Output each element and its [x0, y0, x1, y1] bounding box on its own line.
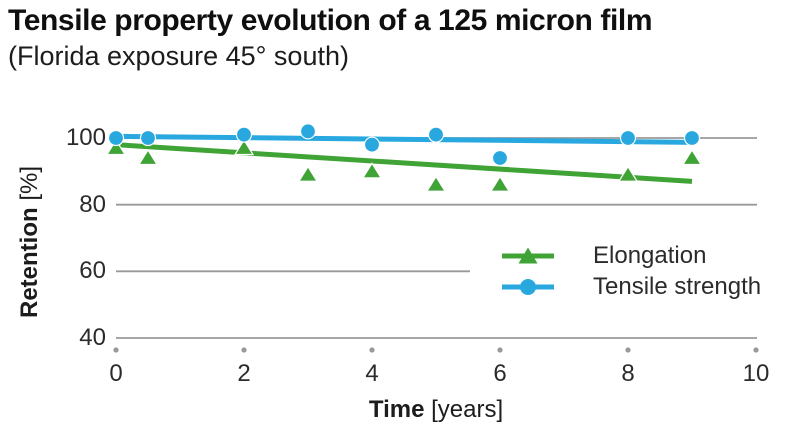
- y-tick-80: 80: [79, 191, 106, 218]
- tensile-strength-marker: [139, 129, 157, 147]
- tensile-strength-marker: [427, 126, 445, 143]
- chart-title: Tensile property evolution of a 125 micr…: [8, 4, 653, 37]
- tensile-strength-marker: [491, 149, 509, 167]
- x-axis-title-unit: [years]: [431, 396, 504, 423]
- x-tick-0: 0: [109, 360, 123, 387]
- elongation-legend-marker: [502, 247, 554, 264]
- x-tick-dot-0: [113, 347, 119, 353]
- tensile-strength-marker: [363, 136, 381, 153]
- y-tick-100: 100: [65, 124, 106, 151]
- x-tick-6: 6: [493, 360, 507, 387]
- y-axis-title-unit: [%]: [16, 165, 43, 201]
- y-axis-title-main: Retention: [16, 207, 43, 319]
- x-axis-title-main: Time: [368, 396, 425, 423]
- legend-item-tensile-strength: Tensile strength: [502, 272, 761, 302]
- y-axis-title: Retention [%]: [15, 122, 45, 362]
- legend: Elongation Tensile strength: [502, 241, 761, 302]
- elongation-marker: [425, 175, 447, 192]
- x-axis-title: Time [years]: [336, 396, 536, 424]
- elongation-marker: [233, 138, 255, 156]
- elongation-marker: [489, 175, 511, 192]
- tensile-strength-trend-line: [115, 133, 693, 145]
- tensile-strength-marker: [235, 126, 253, 143]
- legend-label-tensile-strength: Tensile strength: [593, 273, 762, 300]
- circle-icon: [520, 279, 536, 295]
- x-tick-dot-2: [241, 347, 247, 353]
- triangle-icon: [518, 247, 538, 264]
- y-tick-60: 60: [79, 257, 106, 284]
- tensile-strength-marker: [619, 129, 637, 147]
- elongation-marker: [105, 138, 127, 156]
- x-tick-dot-10: [753, 347, 759, 353]
- x-tick-dot-8: [625, 347, 631, 353]
- x-tick-dot-6: [497, 347, 503, 353]
- x-tick-dot-4: [369, 347, 375, 353]
- elongation-marker: [617, 165, 639, 182]
- x-tick-4: 4: [365, 360, 379, 387]
- legend-label-elongation: Elongation: [593, 242, 707, 269]
- x-tick-8: 8: [621, 360, 635, 387]
- elongation-marker: [137, 148, 159, 166]
- tensile-strength-marker: [683, 129, 701, 147]
- elongation-trend-line: [115, 142, 693, 184]
- legend-item-elongation: Elongation: [502, 241, 761, 271]
- x-tick-10: 10: [742, 360, 770, 387]
- elongation-marker: [297, 165, 319, 182]
- chart-subtitle: (Florida exposure 45° south): [8, 41, 349, 71]
- x-tick-2: 2: [237, 360, 251, 387]
- elongation-marker: [361, 162, 383, 179]
- tensile-strength-marker: [299, 123, 317, 140]
- tensile-strength-marker: [107, 129, 125, 147]
- elongation-marker: [681, 148, 703, 166]
- y-tick-40: 40: [79, 324, 106, 351]
- tensile-strength-legend-marker: [502, 279, 554, 295]
